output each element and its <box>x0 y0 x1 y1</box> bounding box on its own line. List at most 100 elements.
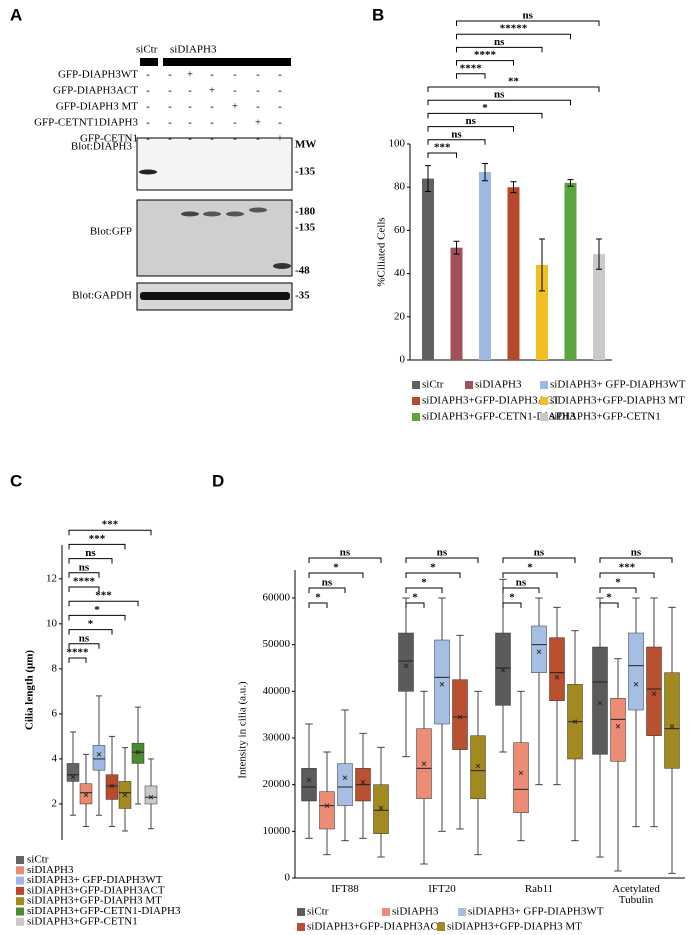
sign: - <box>256 133 260 145</box>
significance-label: ns <box>534 547 545 559</box>
box <box>105 774 119 800</box>
legend-label: siDIAPH3+GFP-CETN1 <box>550 411 661 423</box>
mean-marker <box>83 792 89 798</box>
significance-bracket <box>456 20 600 26</box>
significance-label: ns <box>85 547 96 559</box>
sign: - <box>210 69 214 81</box>
blot-image <box>136 199 293 277</box>
panel-label: A <box>10 5 22 24</box>
significance-label: ns <box>437 547 448 559</box>
significance-bracket <box>68 586 100 592</box>
group-bar <box>140 58 158 66</box>
band <box>139 169 157 175</box>
construct-label: GFP-DIAPH3WT <box>58 69 138 81</box>
sign: - <box>188 101 192 113</box>
significance-label: ***** <box>500 23 528 35</box>
box <box>513 742 529 813</box>
significance-bracket <box>502 557 576 563</box>
legend-swatch <box>16 856 24 864</box>
legend-swatch <box>412 381 420 389</box>
significance-label: * <box>615 577 621 589</box>
legend-label: siDIAPH3 <box>27 864 74 876</box>
sign: - <box>188 117 192 129</box>
mean-marker <box>669 724 675 729</box>
significance-bracket <box>68 529 152 536</box>
mean-marker <box>109 783 115 789</box>
significance-label: * <box>430 562 436 574</box>
mean-marker <box>633 682 639 687</box>
box <box>434 639 450 725</box>
mean-marker <box>122 792 128 798</box>
blot-label: Blot:GFP <box>90 226 132 238</box>
error-bar <box>596 238 602 270</box>
significance-bracket <box>308 587 346 593</box>
significance-bracket <box>427 126 514 132</box>
y-tick-label: 12 <box>46 572 57 584</box>
sign: - <box>188 85 192 97</box>
significance-label: * <box>509 592 515 604</box>
mw-marker: -35 <box>295 290 310 302</box>
legend-label: siDIAPH3+ GFP-DIAPH3WT <box>550 379 686 391</box>
significance-label: ns <box>494 36 505 48</box>
significance-bracket <box>502 602 522 608</box>
legend-label: siDIAPH3+GFP-CETN1-DIAPH3 <box>27 905 181 917</box>
significance-bracket <box>68 572 100 578</box>
band <box>140 292 290 300</box>
sign: - <box>278 101 282 113</box>
significance-bracket <box>427 99 571 106</box>
sign: - <box>146 117 150 129</box>
significance-label: * <box>412 592 418 604</box>
legend-swatch <box>297 908 305 916</box>
legend-swatch <box>437 923 445 931</box>
significance-label: ns <box>494 89 505 101</box>
y-tick-label: 4 <box>52 752 58 764</box>
legend-label: siCtr <box>422 379 444 391</box>
significance-label: * <box>333 562 339 574</box>
sign: - <box>278 69 282 81</box>
legend-swatch <box>412 413 420 421</box>
mean-marker <box>475 763 481 769</box>
significance-bracket <box>456 73 486 79</box>
significance-bracket <box>68 643 100 649</box>
sign: - <box>146 101 150 113</box>
legend-swatch <box>465 381 473 389</box>
y-tick-label: 50000 <box>263 638 291 650</box>
box <box>337 763 353 806</box>
legend-swatch <box>16 886 24 895</box>
y-tick-label: 60000 <box>263 592 291 604</box>
sign: - <box>146 69 150 81</box>
significance-bracket <box>502 572 558 578</box>
significance-label: ** <box>508 76 520 88</box>
sign: - <box>210 101 214 113</box>
box <box>664 672 680 769</box>
y-axis-label: %Ciliated Cells <box>376 217 388 286</box>
significance-label: *** <box>619 562 636 574</box>
mean-marker <box>342 775 348 780</box>
construct-label: GFP-DIAPH3 MT <box>56 101 138 113</box>
x-tick-label: Rab11 <box>524 883 554 895</box>
significance-bracket <box>456 46 543 53</box>
legend-swatch <box>16 917 24 926</box>
error-bar <box>567 179 574 187</box>
legend-label: siDIAPH3+GFP-CETN1-DIAPH3 <box>422 411 576 423</box>
bar <box>479 172 491 360</box>
mean-marker <box>421 761 427 766</box>
significance-label: * <box>94 604 100 616</box>
sign: - <box>168 133 172 145</box>
mw-marker: -180 <box>295 206 316 218</box>
sign: - <box>210 117 214 129</box>
legend-swatch <box>16 866 24 875</box>
significance-label: *** <box>89 533 106 545</box>
error-bar <box>482 162 488 182</box>
significance-bracket <box>68 600 139 607</box>
sign: - <box>168 85 172 97</box>
box <box>495 632 511 706</box>
mean-marker <box>306 777 312 783</box>
significance-bracket <box>427 139 486 145</box>
bar <box>564 182 577 360</box>
significance-label: **** <box>460 62 483 74</box>
sign: + <box>255 117 261 129</box>
box <box>131 742 145 764</box>
legend-swatch <box>297 923 305 931</box>
